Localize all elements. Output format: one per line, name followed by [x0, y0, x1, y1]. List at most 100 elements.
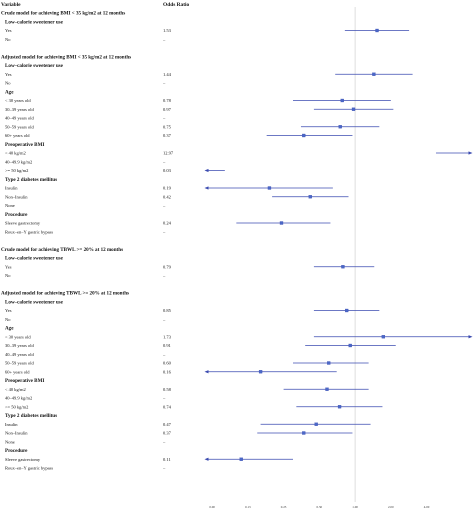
table-row: No – [5, 273, 166, 278]
row-label: None [5, 203, 15, 208]
section-title: Adjusted model for achieving BMI < 35 kg… [1, 54, 131, 60]
table-row: Yes 0.85 [5, 308, 380, 313]
group-label: Low–calorie sweetener use [5, 299, 64, 305]
row-label: Insulin [5, 422, 18, 427]
table-row: 30–39 years old 0.97 [5, 107, 394, 112]
table-row: None – [5, 439, 166, 444]
ci-arrow-right [468, 151, 473, 155]
ci-arrow-left [204, 168, 209, 173]
ci-arrow-left [204, 186, 209, 190]
odds-ratio-value: 0.16 [163, 369, 172, 374]
point-estimate [267, 186, 272, 190]
odds-ratio-value: – [162, 396, 166, 401]
odds-ratio-value: 0.37 [163, 133, 172, 138]
table-row: None – [5, 203, 166, 208]
group-label: Low–calorie sweetener use [5, 256, 64, 262]
odds-ratio-value: 0.47 [163, 422, 172, 427]
odds-ratio-value: 12.97 [163, 151, 174, 156]
point-estimate [302, 133, 306, 138]
odds-ratio-value: 1.53 [163, 28, 172, 33]
odds-ratio-value: 1.73 [163, 334, 172, 339]
odds-ratio-value: – [162, 159, 166, 164]
point-estimate [372, 72, 376, 76]
section-title: Adjusted model for achieving TBWL >= 20%… [1, 291, 129, 297]
group-label: Low–calorie sweetener use [5, 19, 64, 25]
odds-ratio-value: 0.91 [163, 343, 171, 348]
table-row: Yes 1.44 [5, 72, 413, 77]
odds-ratio-value: – [162, 203, 166, 208]
table-row: Non–Insulin 0.37 [5, 431, 353, 436]
odds-ratio-value: 0.97 [163, 107, 172, 112]
row-label: Roux–en–Y gastric bypass [5, 229, 53, 234]
row-label: Non–Insulin [5, 431, 28, 436]
table-row: No – [5, 81, 166, 86]
row-label: No [5, 81, 11, 86]
row-label: Non–Insulin [5, 194, 28, 199]
odds-ratio-value: – [162, 317, 166, 322]
table-row: < 40 kg/m2 0.58 [5, 387, 369, 392]
table-row: Insulin 0.47 [5, 422, 371, 427]
odds-ratio-value: 0.37 [163, 431, 172, 436]
row-label: 50–59 years old [5, 361, 34, 366]
group-label: Low–calorie sweetener use [5, 63, 64, 69]
header-row: Variable Odds Ratio [1, 2, 190, 8]
point-estimate [308, 195, 312, 199]
group-label: Age [5, 326, 14, 332]
point-estimate [340, 98, 344, 103]
table-row: < 40 kg/m2 12.97 [5, 151, 473, 156]
odds-ratio-value: – [162, 229, 166, 234]
odds-ratio-value: 0.24 [163, 221, 172, 226]
table-row: < 30 years old 0.78 [5, 98, 391, 103]
table-row: >= 50 kg/m2 0.74 [5, 404, 383, 409]
point-estimate [338, 125, 342, 129]
table-row: 30–39 years old 0.91 [5, 343, 396, 348]
odds-ratio-value: – [162, 116, 166, 121]
section-title: Crude model for achieving BMI < 35 kg/m2… [1, 11, 125, 17]
table-row: Sleeve gastrectomy 0.24 [5, 221, 331, 226]
row-label: No [5, 273, 11, 278]
x-axis: 0.00 0.13 0.25 0.50 1.00 2.00 4.00 [209, 505, 429, 509]
point-estimate [375, 28, 379, 33]
x-tick-label: 4.00 [424, 505, 430, 509]
group-label: Type 2 diabetes mellitus [5, 413, 57, 419]
section-title: Crude model for achieving TBWL >= 20% at… [1, 247, 123, 253]
table-row: >= 50 kg/m2 0.03 [5, 168, 225, 173]
odds-ratio-value: 0.75 [163, 124, 172, 129]
odds-ratio-value: 0.11 [163, 457, 171, 462]
row-label: 40–49.9 kg/m2 [5, 159, 32, 164]
odds-ratio-value: – [162, 439, 166, 444]
point-estimate [337, 405, 342, 409]
group-label: Procedure [5, 448, 28, 454]
table-row: 60+ years old 0.37 [5, 133, 353, 138]
rows: Crude model for achieving BMI < 35 kg/m2… [1, 11, 473, 471]
point-estimate [325, 387, 329, 391]
table-row: 40–49.9 kg/m2 – [5, 396, 166, 401]
row-label: Insulin [5, 186, 18, 191]
row-label: Sleeve gastrectomy [5, 457, 41, 462]
point-estimate [314, 422, 318, 426]
row-label: 40–49.9 kg/m2 [5, 396, 32, 401]
odds-ratio-value: – [162, 352, 166, 357]
odds-ratio-value: 0.42 [163, 194, 171, 199]
row-label: < 40 kg/m2 [5, 151, 26, 156]
row-label: 30–39 years old [5, 343, 34, 348]
point-estimate [327, 361, 331, 365]
table-row: Yes 0.79 [5, 264, 375, 269]
table-row: Roux–en–Y gastric bypass – [5, 466, 166, 471]
variable-column-header: Variable [1, 2, 21, 8]
table-row: < 30 years old 1.73 [5, 334, 473, 339]
table-row: 40–49.9 kg/m2 – [5, 159, 166, 164]
table-row: 60+ years old 0.16 [5, 369, 337, 374]
group-label: Preoperative BMI [5, 378, 44, 384]
odds-ratio-value: 0.58 [163, 387, 172, 392]
point-estimate [351, 107, 356, 111]
row-label: 60+ years old [5, 369, 30, 374]
x-tick-label: 0.50 [317, 505, 323, 509]
odds-ratio-value: – [162, 273, 166, 278]
row-label: 60+ years old [5, 133, 30, 138]
row-label: No [5, 37, 11, 42]
odds-ratio-value: 0.60 [163, 361, 172, 366]
row-label: < 40 kg/m2 [5, 387, 26, 392]
odds-ratio-value: 0.78 [163, 98, 172, 103]
point-estimate [302, 431, 306, 435]
